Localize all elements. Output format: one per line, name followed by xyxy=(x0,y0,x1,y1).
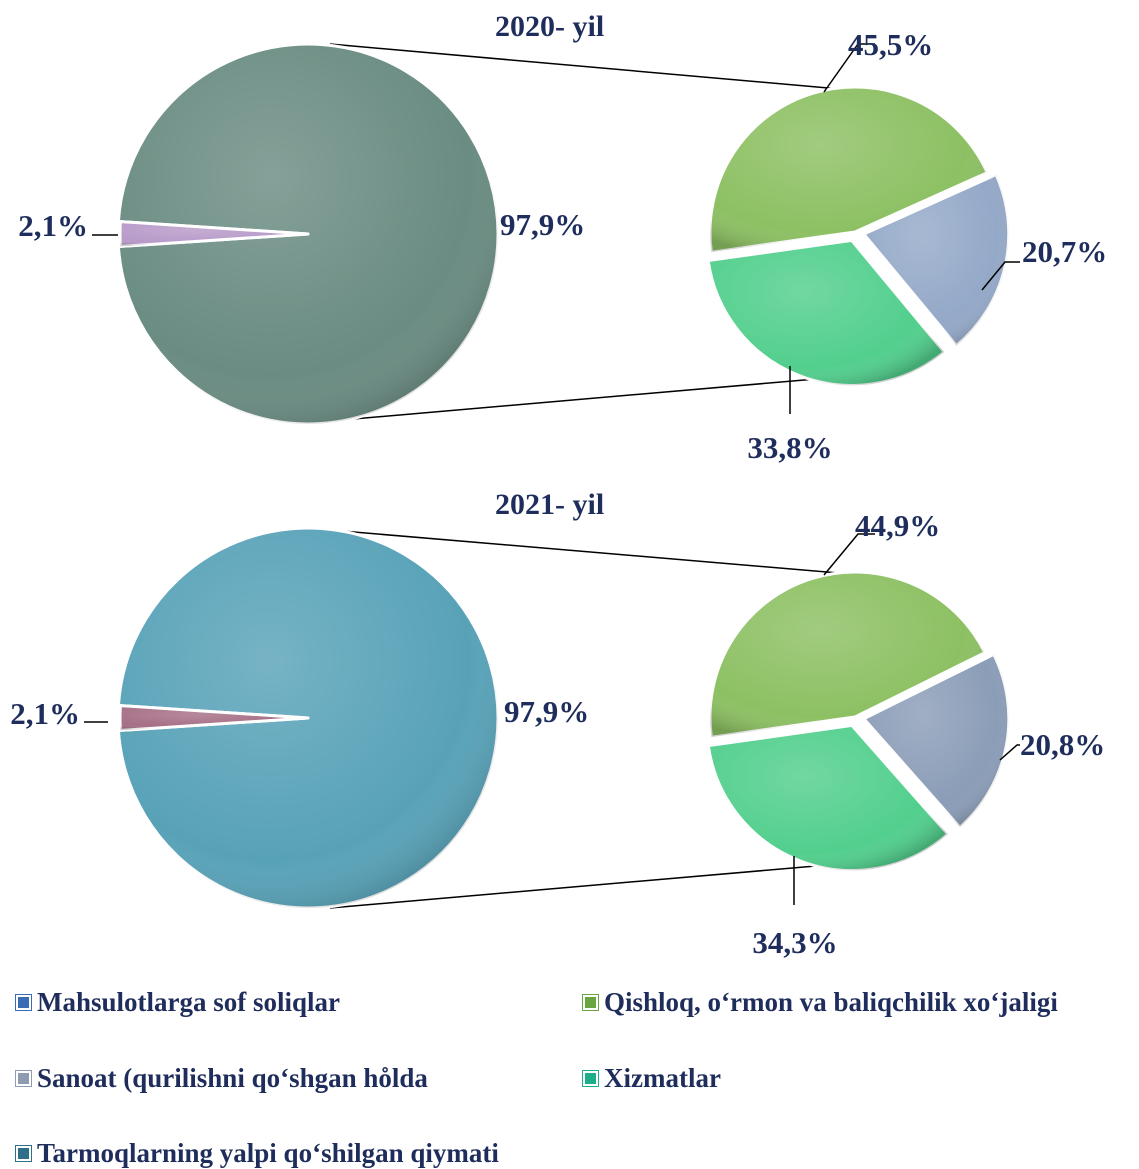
breakdown-pie-2021-industry-slice-shading xyxy=(863,654,1009,828)
legend-swatch-icon xyxy=(583,1071,598,1086)
leader-line-2020-industry xyxy=(981,261,1020,291)
legend-item-agriculture: Qishloq, o‘rmon va baliqchilik xo‘jaligi xyxy=(583,987,1058,1018)
breakdown-pie-2020-industry-slice-shading xyxy=(863,174,1009,346)
charts-svg: 2,1% 97,9% 45,5% 20,7% 33,8% 2,1% 97,9% 44,9% 20… xyxy=(10,27,1107,960)
legend-swatch-icon xyxy=(16,1071,31,1086)
data-label-2020-agriculture: 45,5% xyxy=(848,27,933,62)
data-label-2020-net-taxes: 2,1% xyxy=(18,208,88,243)
data-label-2021-net-taxes: 2,1% xyxy=(10,696,80,731)
data-label-2020-industry: 20,7% xyxy=(1022,234,1107,269)
legend-item-net-taxes: Mahsulotlarga sof soliqlar xyxy=(16,987,340,1018)
legend: Mahsulotlarga sof soliqlar Qishloq, o‘rm… xyxy=(0,975,1139,1168)
legend-label: Mahsulotlarga sof soliqlar xyxy=(37,987,341,1017)
legend-item-value-added: Tarmoqlarning yalpi qo‘shilgan qiymati xyxy=(16,1138,499,1169)
leader-line-2021-agriculture xyxy=(823,533,875,576)
data-label-2021-agriculture: 44,9% xyxy=(855,508,940,543)
breakdown-pie-2021-services-slice-shading xyxy=(708,725,948,871)
data-label-2021-industry: 20,8% xyxy=(1020,727,1105,762)
leader-line-2020-agriculture xyxy=(823,43,875,93)
chart-title-2021: 2021- yil xyxy=(495,488,605,521)
legend-label: Sanoat (qurilishni qo‘shgan ho̊lda xyxy=(37,1063,428,1093)
data-label-2021-value-added: 97,9% xyxy=(504,694,589,729)
breakdown-pie-2021-agriculture-slice-shading xyxy=(710,572,985,738)
connector-line-2020-1 xyxy=(329,374,863,422)
legend-label: Qishloq, o‘rmon va baliqchilik xo‘jaligi xyxy=(604,987,1058,1017)
connector-line-2021-1 xyxy=(329,861,863,909)
connector-line-2021-0 xyxy=(329,529,863,576)
chart-title-2020: 2020- yil xyxy=(495,10,605,43)
breakdown-pie-2020-agriculture-slice-shading xyxy=(710,87,988,253)
legend-swatch-icon xyxy=(583,995,598,1010)
legend-swatch-icon xyxy=(16,995,31,1010)
legend-item-services: Xizmatlar xyxy=(583,1063,721,1094)
main-pie-2021-net-taxes-slice-shading xyxy=(119,705,308,731)
leader-line-2021-industry xyxy=(999,744,1020,761)
data-label-2020-value-added: 97,9% xyxy=(500,207,585,242)
legend-item-industry: Sanoat (qurilishni qo‘shgan ho̊lda xyxy=(16,1063,428,1094)
breakdown-pie-2020-services-slice-shading xyxy=(708,240,945,386)
connector-line-2020-0 xyxy=(329,43,863,92)
legend-swatch-icon xyxy=(16,1146,31,1161)
data-label-2021-services: 34,3% xyxy=(752,925,837,960)
legend-label: Tarmoqlarning yalpi qo‘shilgan qiymati xyxy=(37,1138,499,1168)
main-pie-2020-net-taxes-slice-shading xyxy=(119,221,308,247)
legend-label: Xizmatlar xyxy=(604,1063,721,1093)
data-label-2020-services: 33,8% xyxy=(747,430,832,465)
